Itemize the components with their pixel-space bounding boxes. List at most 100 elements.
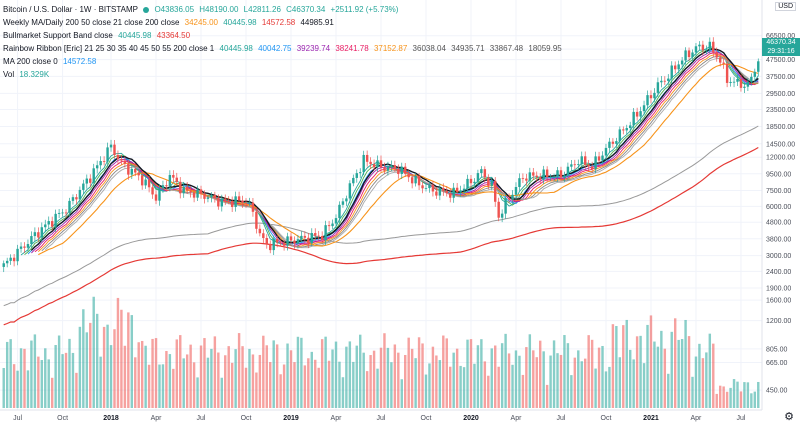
volume-bar — [528, 334, 532, 408]
volume-bar — [161, 364, 165, 408]
legend-ma200-row[interactable]: MA 200 close 0 14572.58 — [3, 55, 565, 68]
candle-body — [712, 41, 715, 53]
candle-body — [258, 228, 262, 234]
volume-bar — [611, 324, 615, 408]
candle-body — [244, 202, 248, 204]
volume-bar — [393, 344, 397, 408]
time-axis[interactable]: Jul Oct 2018 Apr Jul Oct 2019 Apr Jul Oct 2020 Apr J… — [13, 415, 746, 422]
candle-body — [248, 202, 251, 204]
candle-body — [673, 65, 677, 70]
time-tick-label: Oct — [57, 415, 68, 422]
ohlc-change: +2511.92 (+5.73%) — [330, 5, 399, 14]
volume-bar — [715, 393, 718, 408]
volume-bar — [705, 352, 708, 408]
volume-bar — [314, 359, 317, 408]
volume-bar — [26, 370, 30, 408]
candle-body — [490, 180, 493, 186]
candle-body — [414, 175, 417, 184]
candle-body — [71, 197, 75, 201]
rainbow-label: Rainbow Ribbon [Eric] 21 25 30 35 40 45 … — [3, 44, 215, 53]
candle-body — [345, 198, 348, 202]
candle-body — [670, 65, 673, 79]
candle-body — [573, 164, 577, 166]
candle-body — [338, 204, 341, 219]
legend-ma-row[interactable]: Weekly MA/Daily 200 50 close 21 close 20… — [3, 16, 565, 29]
volume-bar — [743, 382, 746, 408]
volume-bar — [718, 385, 722, 408]
rainbow-value-1: 40445.98 — [219, 44, 253, 53]
candle-body — [518, 178, 521, 188]
candle-body — [154, 194, 158, 201]
volume-bar — [514, 350, 518, 408]
legend-title-row[interactable]: Bitcoin / U.S. Dollar · 1W · BITSTAMP O4… — [3, 3, 565, 16]
candle-body — [611, 141, 615, 144]
ma200-value: 14572.58 — [62, 57, 97, 66]
legend-rainbow-row[interactable]: Rainbow Ribbon [Eric] 21 25 30 35 40 45 … — [3, 42, 565, 55]
candle-body — [739, 78, 743, 88]
volume-bar — [452, 352, 455, 408]
volume-bar — [227, 346, 230, 408]
volume-bar — [442, 335, 445, 408]
candle-body — [732, 81, 736, 83]
gear-icon[interactable]: ⚙ — [784, 411, 794, 423]
volume-bar — [2, 368, 5, 408]
volume-bar — [487, 375, 490, 408]
candle-body — [230, 201, 234, 208]
candle-body — [750, 76, 753, 82]
candle-body — [16, 248, 19, 262]
volume-value: 18.329K — [19, 70, 50, 79]
candle-body — [175, 177, 179, 182]
candle-body — [293, 240, 296, 244]
volume-bar — [455, 348, 459, 408]
candle-body — [359, 172, 362, 174]
candle-body — [625, 128, 628, 131]
candle-body — [535, 175, 538, 178]
candle-body — [521, 178, 525, 179]
candle-body — [715, 52, 718, 58]
volume-bar — [400, 379, 403, 408]
volume-bar — [421, 343, 424, 408]
candle-body — [123, 160, 127, 164]
candle-body — [220, 198, 223, 207]
volume-bar — [19, 348, 23, 408]
price-axis[interactable]: 450.00 665.00 805.00 1200.00 1600.00 1900.00 2… — [766, 33, 795, 394]
candle-body — [286, 236, 289, 246]
candle-body — [37, 232, 40, 238]
volume-bar — [635, 336, 639, 408]
currency-selector[interactable]: USD — [775, 2, 796, 11]
candle-body — [559, 170, 563, 178]
candle-body — [352, 177, 355, 184]
volume-bar — [172, 368, 175, 408]
volume-bar — [64, 352, 68, 408]
volume-bar — [262, 335, 265, 408]
candle-body — [753, 71, 757, 77]
price-tick-label: 7500.00 — [766, 188, 791, 195]
volume-bar — [5, 341, 9, 408]
candle-body — [736, 78, 739, 82]
candle-body — [743, 86, 746, 88]
ma-value-1: 34245.00 — [184, 18, 218, 27]
volume-bar — [182, 358, 185, 408]
volume-bar — [663, 348, 667, 408]
candle-body — [275, 238, 279, 243]
candle-body — [61, 212, 64, 214]
symbol-title[interactable]: Bitcoin / U.S. Dollar · 1W · BITSTAMP — [3, 5, 138, 14]
legend-bull-row[interactable]: Bullmarket Support Band close 40445.98 4… — [3, 29, 565, 42]
time-tick-label: Oct — [601, 415, 612, 422]
ma-value-2: 40445.98 — [223, 18, 257, 27]
bull-value-1: 40445.98 — [118, 31, 152, 40]
volume-bar — [732, 379, 736, 408]
candle-body — [632, 111, 635, 126]
candle-body — [147, 179, 151, 188]
candle-body — [44, 224, 47, 228]
candle-body — [75, 197, 78, 200]
legend-volume-row[interactable]: Vol 18.329K — [3, 68, 565, 81]
candle-body — [199, 189, 203, 194]
volume-bar — [293, 362, 296, 408]
candle-body — [296, 239, 300, 244]
volume-bar — [628, 349, 632, 408]
volume-bar — [466, 339, 469, 408]
volume-bar — [504, 333, 507, 408]
volume-bar — [646, 324, 649, 408]
